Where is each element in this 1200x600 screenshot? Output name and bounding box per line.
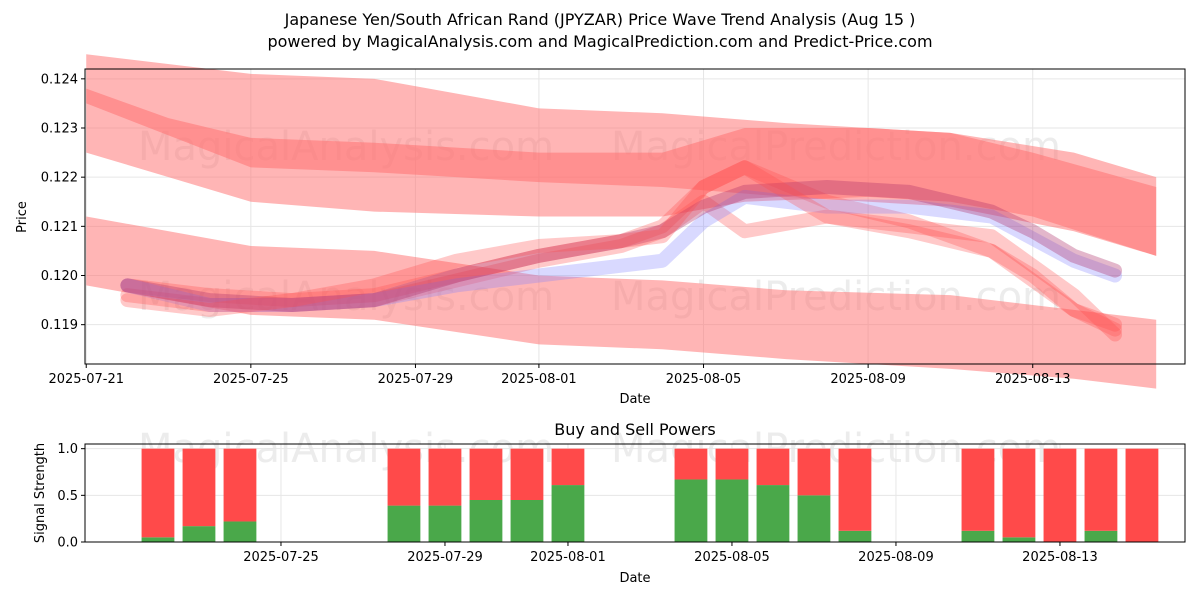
chart-title: Japanese Yen/South African Rand (JPYZAR)… [284, 10, 916, 29]
sell-bar [797, 448, 831, 496]
price-plot-frame [84, 68, 1186, 365]
x-tick-label: 2025-08-01 [530, 550, 606, 565]
x-tick-label: 2025-08-05 [666, 372, 742, 387]
y-tick-label: 0.123 [41, 122, 78, 137]
sell-bar [551, 448, 585, 486]
y-tick-label: 0.121 [41, 220, 78, 235]
wave-line [120, 160, 1123, 332]
x-tick-label: 2025-08-09 [858, 550, 934, 565]
buy-bar [387, 505, 421, 542]
sell-bar [510, 448, 544, 500]
sell-bar [469, 448, 503, 500]
wave-line [120, 180, 1123, 312]
sell-bar [961, 448, 995, 531]
y-tick-label: 0.122 [41, 171, 78, 186]
x-tick-label: 2025-08-13 [995, 372, 1071, 387]
signal-panel: MagicalAnalysis.com MagicalPrediction.co… [33, 420, 1186, 586]
wave-line [120, 189, 1123, 312]
buy-bar [141, 537, 175, 542]
buy-bar [756, 485, 790, 542]
buy-bar [428, 505, 462, 542]
y-tick-label: 0.124 [41, 72, 78, 87]
x-tick-label: 2025-07-29 [407, 550, 483, 565]
sell-bar [1125, 448, 1159, 542]
x-tick-label: 2025-07-21 [48, 372, 124, 387]
sell-bar [1043, 448, 1077, 542]
x-tick-label: 2025-08-09 [830, 372, 906, 387]
sell-bar [428, 448, 462, 506]
forecast-band [86, 216, 1157, 389]
buy-bar [469, 500, 503, 542]
signal-y-axis-label: Signal Strength [33, 443, 48, 543]
sell-bar [223, 448, 257, 522]
buy-bar [182, 526, 216, 542]
x-axis-label: Date [619, 392, 650, 407]
sell-bar [141, 448, 175, 538]
buy-bar [838, 530, 872, 542]
wave-line [120, 194, 1123, 342]
sell-bar [756, 448, 790, 486]
signal-chart-title: Buy and Sell Powers [554, 420, 716, 439]
signal-plot-frame [84, 443, 1186, 543]
buy-bar [1002, 537, 1036, 542]
y-tick-label: 0.119 [41, 318, 78, 333]
buy-bar [961, 530, 995, 542]
x-tick-label: 2025-07-25 [243, 550, 319, 565]
x-tick-label: 2025-07-25 [213, 372, 289, 387]
x-tick-label: 2025-08-05 [694, 550, 770, 565]
x-tick-label: 2025-08-13 [1022, 550, 1098, 565]
buy-bar [223, 521, 257, 542]
sell-bar [715, 448, 749, 480]
y-axis-label: Price [15, 201, 30, 233]
buy-bar [674, 479, 708, 542]
buy-bar [551, 485, 585, 542]
sell-bar [182, 448, 216, 527]
sell-bar [387, 448, 421, 506]
buy-bar [715, 479, 749, 542]
y-tick-label: 0.0 [57, 536, 78, 551]
y-tick-label: 0.120 [41, 269, 78, 284]
buy-bar [797, 495, 831, 542]
signal-x-axis-label: Date [619, 571, 650, 586]
buy-bar [510, 500, 544, 542]
forecast-band [86, 88, 1157, 256]
chart-subtitle: powered by MagicalAnalysis.com and Magic… [267, 32, 932, 51]
sell-bar [838, 448, 872, 531]
x-tick-label: 2025-07-29 [378, 372, 454, 387]
price-panel: MagicalAnalysis.com MagicalPrediction.co… [15, 54, 1186, 407]
sell-bar [1084, 448, 1118, 531]
buy-bar [1084, 530, 1118, 542]
y-tick-label: 1.0 [57, 442, 78, 457]
sell-bar [674, 448, 708, 480]
y-tick-label: 0.5 [57, 489, 78, 504]
x-tick-label: 2025-08-01 [501, 372, 577, 387]
sell-bar [1002, 448, 1036, 538]
wave-line [120, 160, 1123, 337]
